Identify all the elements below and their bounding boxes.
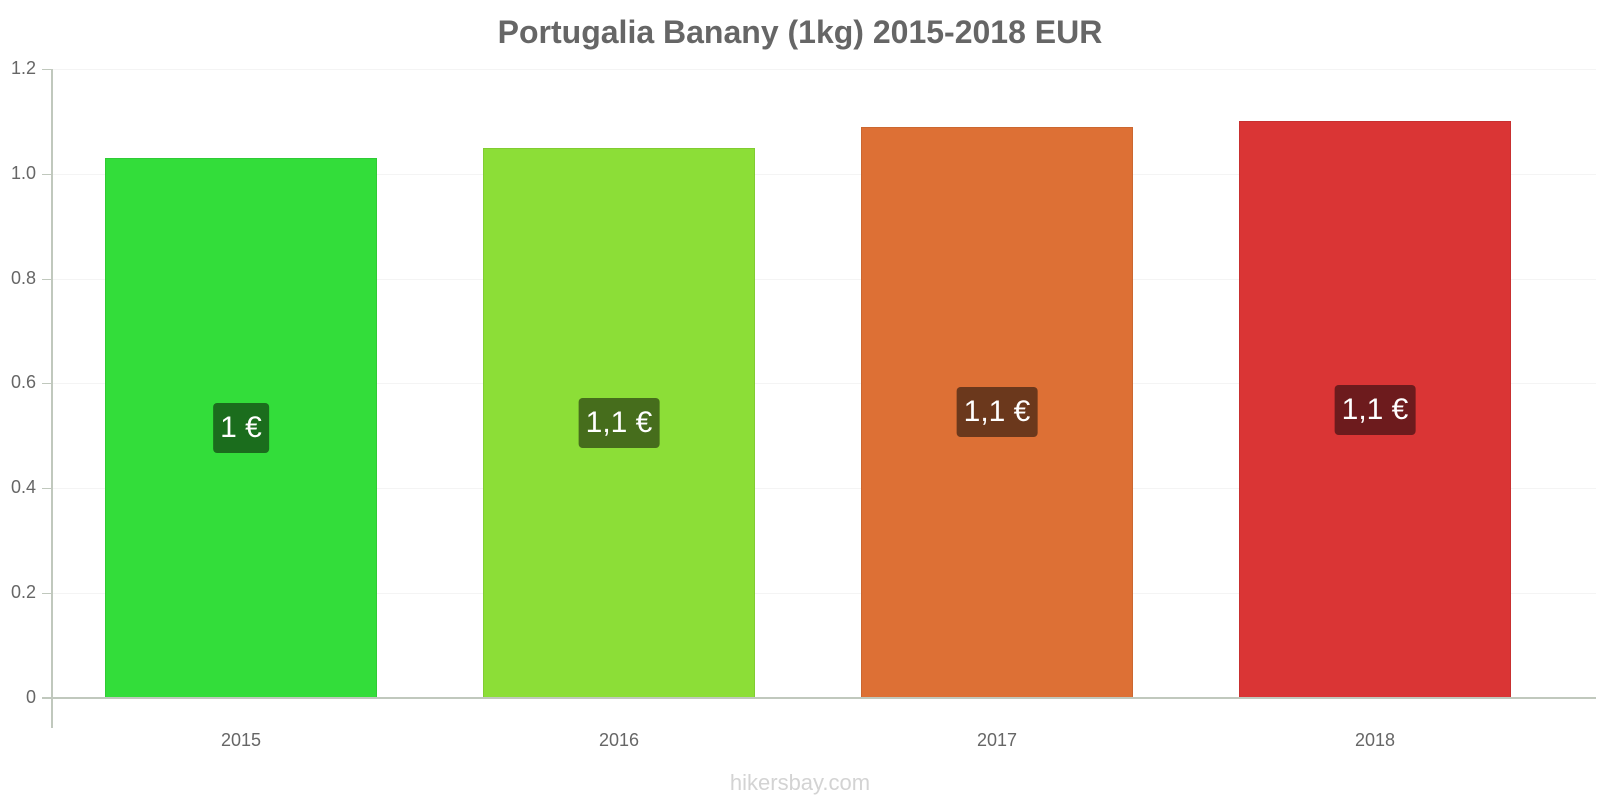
y-tick-label: 0.6 [10, 372, 36, 392]
y-tick-label: 0 [25, 687, 36, 707]
y-tick-label: 1.2 [10, 58, 36, 78]
y-tick-label: 0.8 [10, 268, 36, 288]
y-tick-label: 0.4 [10, 477, 36, 497]
x-tick-label: 2017 [976, 730, 1018, 750]
gridline [52, 488, 1596, 489]
chart-title: Portugalia Banany (1kg) 2015-2018 EUR [497, 14, 1103, 50]
y-tick-mark [42, 174, 52, 175]
y-tick-mark [42, 488, 52, 489]
y-tick-mark [42, 383, 52, 384]
gridline [52, 593, 1596, 594]
bar-value-label: 1,1 € [1334, 385, 1416, 435]
y-tick-mark [42, 69, 52, 70]
x-tick-label: 2018 [1354, 730, 1396, 750]
y-tick-label: 1.0 [10, 163, 36, 183]
x-axis-line [42, 697, 1596, 699]
bar-value-label: 1,1 € [578, 398, 660, 448]
gridline [52, 69, 1596, 70]
x-tick-label: 2016 [598, 730, 640, 750]
y-tick-label: 0.2 [10, 582, 36, 602]
watermark: hikersbay.com [729, 770, 871, 795]
gridline [52, 279, 1596, 280]
y-axis-line [51, 69, 53, 728]
y-tick-mark [42, 593, 52, 594]
bar-value-label: 1,1 € [956, 387, 1038, 437]
gridline [52, 383, 1596, 384]
bar-value-label: 1 € [213, 403, 269, 453]
x-tick-label: 2015 [220, 730, 262, 750]
y-tick-mark [42, 279, 52, 280]
gridline [52, 174, 1596, 175]
